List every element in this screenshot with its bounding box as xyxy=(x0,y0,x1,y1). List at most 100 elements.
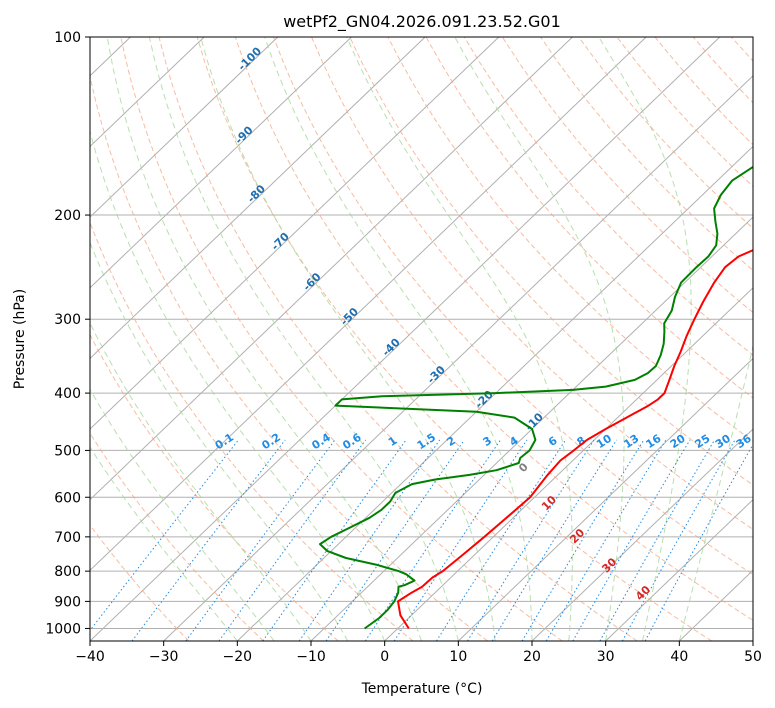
y-tick-label: 400 xyxy=(54,386,81,402)
isotherm-line xyxy=(90,37,352,289)
isotherm-line xyxy=(90,37,205,148)
mixing-ratio-line xyxy=(325,439,465,641)
dewpoint-line xyxy=(319,165,753,630)
isotherm-line xyxy=(163,75,753,641)
dry-adiabat-line xyxy=(90,432,264,641)
x-tick-label: 50 xyxy=(744,649,762,665)
plot-frame xyxy=(89,36,754,642)
moist-adiabat-line xyxy=(200,37,496,641)
mixing-ratio-label: 3 xyxy=(481,434,495,449)
isotherm-line xyxy=(90,37,573,501)
mixing-ratio-label: 2 xyxy=(444,434,458,449)
mixing-ratio-label: 0.2 xyxy=(259,431,282,453)
mixing-ratio-label: 1 xyxy=(386,434,400,449)
dry-adiabat-line xyxy=(463,37,753,356)
dry-adiabat-label: -70 xyxy=(269,230,292,253)
isotherm-line xyxy=(90,37,721,641)
isotherm-line xyxy=(605,499,753,641)
mixing-ratio-line xyxy=(521,439,645,641)
x-tick-label: −40 xyxy=(75,649,105,665)
y-tick-label: 300 xyxy=(54,312,81,328)
x-tick-label: −10 xyxy=(296,649,326,665)
dry-adiabat-label: 10 xyxy=(539,493,559,513)
moist-adiabats xyxy=(90,37,753,641)
dry-adiabat-label: -60 xyxy=(300,270,323,293)
moist-adiabat-line xyxy=(346,37,573,641)
dry-adiabat-label: -40 xyxy=(380,335,403,358)
dry-adiabat-line xyxy=(616,37,753,188)
chart-title: wetPf2_GN04.2026.091.23.52.G01 xyxy=(283,12,561,32)
mixing-ratio-line xyxy=(185,439,336,641)
isotherm-line xyxy=(457,357,753,641)
mixing-ratio-lines xyxy=(90,439,753,641)
dry-adiabat-line xyxy=(234,37,753,621)
dry-adiabat-line xyxy=(387,37,753,442)
moist-adiabat-line xyxy=(106,37,422,641)
x-tick-label: −30 xyxy=(149,649,179,665)
isotherm-line xyxy=(384,287,753,641)
y-tick-label: 1000 xyxy=(45,621,81,637)
dry-adiabat-line xyxy=(349,37,753,486)
moist-adiabat-line xyxy=(148,37,459,641)
moist-adiabat-line xyxy=(90,129,386,641)
x-axis-label: Temperature (°C) xyxy=(361,681,483,697)
mixing-ratio-line xyxy=(435,439,567,641)
x-tick-label: 30 xyxy=(597,649,615,665)
moist-adiabat-line xyxy=(678,343,753,641)
mixing-ratio-line xyxy=(218,439,367,641)
dry-adiabat-label: -20 xyxy=(473,388,496,411)
mixing-ratio-line xyxy=(467,439,595,641)
mixing-ratio-label: 1.5 xyxy=(415,431,438,453)
x-tick-label: 10 xyxy=(449,649,467,665)
y-tick-label: 200 xyxy=(54,208,81,224)
moist-adiabat-line xyxy=(90,388,275,641)
dry-adiabat-line xyxy=(90,73,488,641)
dry-adiabat-label: -30 xyxy=(425,363,448,386)
temperature-line xyxy=(397,249,753,630)
dry-adiabat-line xyxy=(90,221,414,641)
y-axis-label: Pressure (hPa) xyxy=(12,289,28,389)
moist-adiabat-line xyxy=(90,321,312,641)
x-tick-label: 40 xyxy=(670,649,688,665)
isotherm-line xyxy=(90,37,500,430)
dry-adiabat-label: -100 xyxy=(235,44,264,73)
dry-adiabat-line xyxy=(692,37,753,104)
y-tick-label: 500 xyxy=(54,443,81,459)
isotherm-line xyxy=(310,216,753,641)
mixing-ratio-line xyxy=(599,439,716,641)
isotherm-line xyxy=(0,37,57,641)
dry-adiabat-label: 20 xyxy=(567,526,587,546)
moist-adiabat-line xyxy=(454,37,625,641)
dry-adiabat-line xyxy=(196,37,712,641)
mixing-ratio-label: 0.6 xyxy=(340,431,364,453)
y-tick-label: 700 xyxy=(54,530,81,546)
dry-adiabat-line xyxy=(501,37,753,314)
isotherm-line xyxy=(752,640,753,641)
dry-adiabat-line xyxy=(311,37,753,531)
isotherm-line xyxy=(90,37,279,218)
dry-adiabat-line xyxy=(90,524,190,641)
mixing-ratio-line xyxy=(393,439,528,641)
mixing-ratio-label: 25 xyxy=(692,432,712,451)
x-axis-ticks: −40 −30 −20 −10 0 10 20 30 40 50 xyxy=(75,641,762,665)
mixing-ratio-label: 6 xyxy=(546,434,560,449)
y-tick-label: 600 xyxy=(54,490,81,506)
dry-adiabat-line xyxy=(654,37,753,146)
moist-adiabat-line xyxy=(264,37,533,641)
dry-adiabat-line xyxy=(273,37,753,576)
mixing-ratio-line xyxy=(621,439,736,641)
isotherm-line xyxy=(90,37,426,360)
y-axis-ticks: 100 200 300 400 500 600 700 800 900 1000 xyxy=(45,30,90,637)
mixing-ratio-line xyxy=(491,439,618,641)
moist-adiabat-line xyxy=(90,240,349,641)
dry-adiabat-line xyxy=(120,37,563,641)
mixing-ratio-line xyxy=(572,439,691,641)
isotherm-line xyxy=(90,37,647,572)
moist-adiabat-line xyxy=(90,446,238,641)
y-tick-label: 800 xyxy=(54,564,81,580)
dry-adiabat-line xyxy=(158,37,638,641)
x-tick-label: 20 xyxy=(523,649,541,665)
mixing-ratio-line xyxy=(545,439,667,641)
mixing-ratio-line xyxy=(644,443,753,641)
dry-adiabat-label: -50 xyxy=(338,305,361,328)
